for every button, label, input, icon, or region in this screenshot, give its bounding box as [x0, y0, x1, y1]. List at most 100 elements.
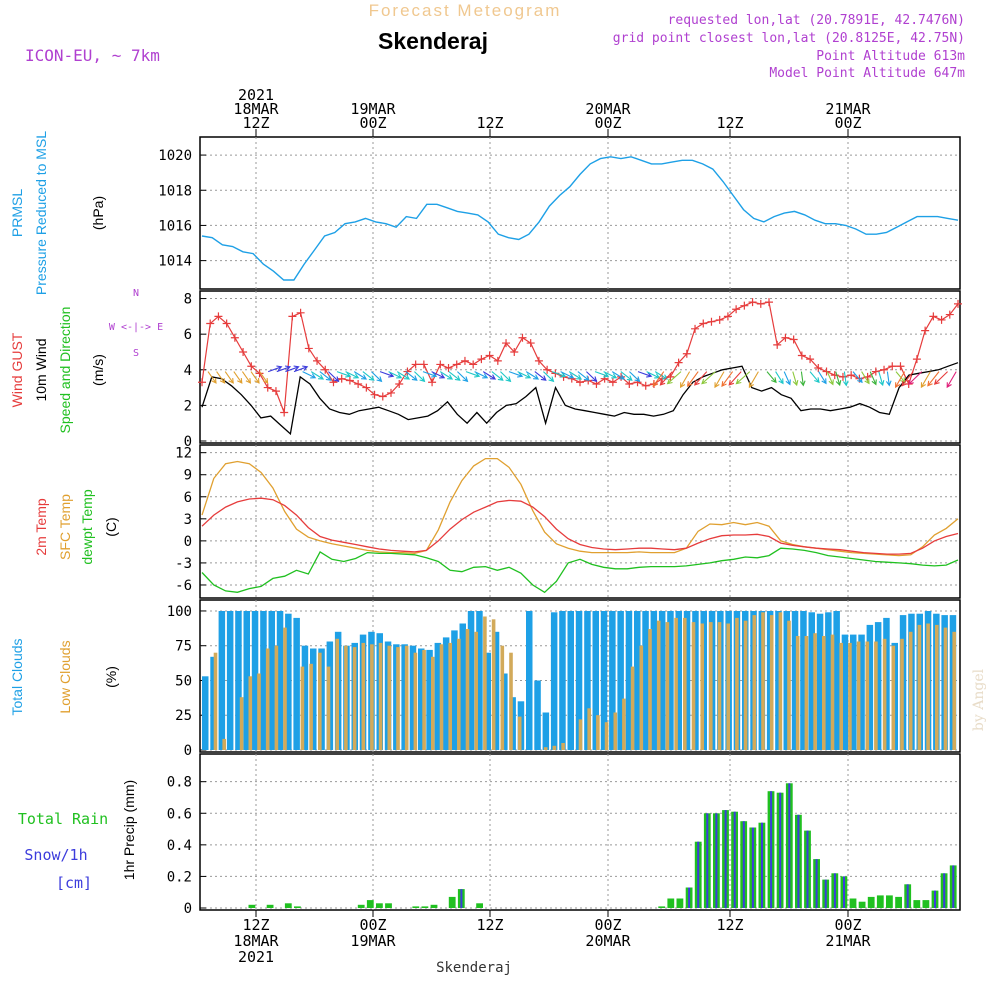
low-cloud-bar	[396, 647, 400, 750]
pressure-label-1: PRMSL	[9, 189, 25, 237]
low-cloud-bar	[335, 638, 339, 750]
wind-direction-arrow	[302, 371, 317, 379]
gust-marker	[502, 339, 511, 348]
temp-ytick-label: 0	[184, 534, 192, 550]
rain-bar	[867, 896, 875, 908]
rain-bar-core	[706, 813, 709, 908]
rain-bar	[430, 904, 438, 908]
rain-bar	[886, 895, 893, 908]
wind-unit: (m/s)	[90, 354, 106, 386]
wind-direction-arrow	[901, 371, 914, 387]
gust-marker	[304, 344, 313, 353]
gust-marker	[954, 299, 962, 308]
gust-marker	[247, 362, 256, 371]
wind-direction-arrow	[474, 371, 489, 379]
snow-label: Snow/1h	[24, 846, 87, 864]
total-cloud-bar	[550, 612, 558, 750]
wind-direction-arrow	[388, 371, 403, 379]
wind-direction-arrow	[885, 371, 892, 387]
wind-direction-arrow	[701, 371, 716, 385]
low-cloud-bar	[630, 666, 635, 750]
wind-ytick-label: 8	[184, 292, 192, 308]
wind-direction-arrow	[826, 371, 834, 386]
precip-ytick-label: 0.6	[167, 806, 192, 822]
wind-direction-arrow	[396, 371, 411, 380]
low-cloud-bar	[795, 636, 800, 750]
wind-direction-label: Speed and Direction	[57, 307, 73, 434]
bottom-time-label: 20MAR	[585, 932, 631, 950]
low-cloud-bar	[578, 719, 583, 750]
wind-direction-arrow	[379, 371, 395, 378]
total-cloud-bar	[775, 611, 782, 750]
low-cloud-bar	[457, 638, 461, 750]
gust-marker	[715, 315, 724, 324]
gust-marker	[378, 392, 387, 401]
low-cloud-bar	[700, 623, 704, 750]
wind-direction-arrow	[241, 371, 252, 384]
total-cloud-bar	[534, 680, 541, 750]
wind-direction-arrow	[560, 371, 575, 379]
wind-direction-arrow	[852, 371, 863, 384]
total-cloud-bar	[526, 611, 533, 750]
rain-bar	[266, 904, 274, 908]
gust-marker	[814, 364, 823, 372]
rain-bar	[412, 906, 420, 908]
wind-direction-arrow	[586, 371, 598, 383]
gust-marker	[773, 340, 782, 349]
wind-direction-arrow	[439, 371, 454, 380]
gust-marker	[460, 356, 469, 365]
wind-direction-arrow	[908, 371, 923, 385]
rain-bar-core	[788, 783, 791, 908]
bottom-time-label: 00Z	[594, 916, 621, 934]
total-cloud-bar	[575, 611, 583, 750]
gust-marker	[271, 387, 280, 396]
total-cloud-bar	[841, 634, 849, 750]
wind-direction-arrow	[371, 371, 383, 383]
total-cloud-bar	[301, 645, 309, 750]
wind-direction-arrow	[448, 371, 461, 381]
low-cloud-bar	[926, 623, 930, 750]
total-cloud-bar	[825, 612, 832, 750]
gust-marker	[822, 367, 831, 376]
top-time-label: 12Z	[716, 114, 743, 132]
gust-marker	[477, 355, 486, 364]
precip-unit: 1hr Precip (mm)	[121, 780, 137, 880]
low-cloud-bar	[891, 645, 896, 750]
panel-pressure: 1014 1016 1018 1020	[158, 136, 961, 290]
rain-bar	[858, 901, 866, 908]
gust-marker	[321, 365, 330, 374]
rain-bar-core	[688, 887, 691, 908]
wind-direction-arrow	[686, 371, 699, 388]
wind-direction-arrow	[551, 371, 567, 378]
wind-direction-arrow	[491, 371, 504, 381]
total-cloud-bar	[592, 611, 599, 750]
top-time-label: 20MAR	[585, 100, 631, 118]
rain-bar-core	[733, 811, 736, 908]
low-cloud-bar	[448, 642, 452, 750]
low-cloud-bar	[752, 615, 757, 750]
bottom-time-label: 21MAR	[825, 932, 871, 950]
wind-direction-arrow	[500, 371, 512, 383]
total-cloud-bar	[501, 673, 508, 750]
total-cloud-bar	[293, 617, 300, 750]
total-cloud-bar	[808, 612, 815, 750]
total-cloud-bar	[559, 611, 566, 750]
rain-bar-core	[797, 814, 800, 908]
gust-marker	[789, 335, 798, 344]
clouds-ytick-label: 0	[184, 743, 192, 759]
total-cloud-bar	[800, 611, 807, 750]
gust-marker	[362, 383, 371, 392]
total-cloud-bar	[874, 622, 882, 750]
wind-direction-arrow	[895, 371, 906, 389]
total-cloud-bar	[642, 611, 649, 750]
wind-direction-arrow	[629, 371, 641, 383]
wind-direction-arrow	[353, 371, 368, 380]
rain-bar-core	[460, 889, 463, 908]
clouds-ytick-label: 75	[175, 639, 192, 655]
low-cloud-bar	[552, 745, 557, 750]
top-time-label: 19MAR	[350, 100, 396, 118]
wind-direction-arrow	[714, 371, 725, 389]
wind-direction-arrow	[431, 371, 446, 379]
low-cloud-bar	[309, 663, 313, 750]
